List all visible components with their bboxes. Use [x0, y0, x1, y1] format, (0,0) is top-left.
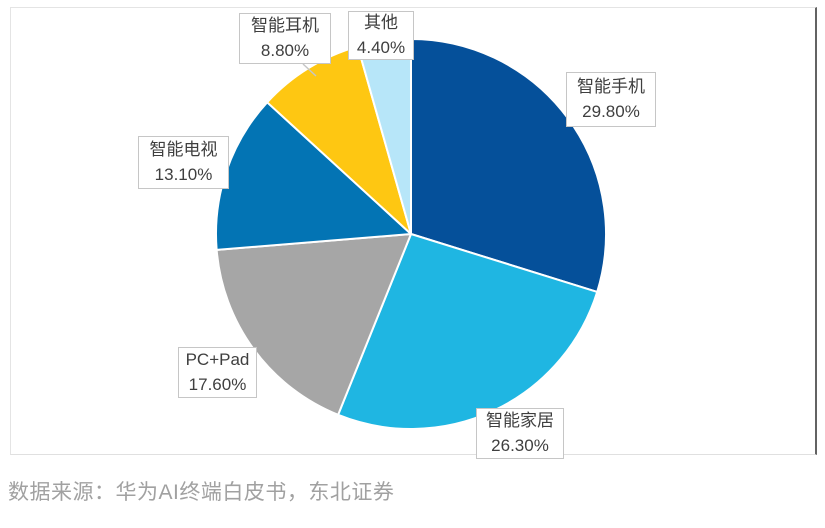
callout-other: 其他 4.40% [348, 11, 414, 60]
callout-leader-line [302, 63, 317, 77]
callout-smart-tv-value: 13.10% [154, 164, 213, 184]
pie-chart [215, 38, 607, 430]
callout-smart-home-value: 26.30% [491, 435, 549, 455]
callout-smartphone-value: 29.80% [582, 101, 640, 121]
callout-smart-earphone-value: 8.80% [260, 40, 310, 60]
callout-pc-pad-label: PC+Pad [185, 350, 250, 370]
pie-chart-frame: 智能手机 29.80% 其他 4.40% 智能耳机 8.80% 智能电视 13.… [10, 7, 817, 459]
callout-smart-tv: 智能电视 13.10% [138, 136, 229, 189]
callout-smart-tv-label: 智能电视 [149, 140, 218, 160]
callout-pc-pad: PC+Pad 17.60% [178, 347, 257, 398]
callout-smart-earphone: 智能耳机 8.80% [239, 13, 331, 64]
callout-other-value: 4.40% [356, 37, 406, 57]
callout-smart-home: 智能家居 26.30% [476, 408, 564, 459]
callout-other-label: 其他 [364, 13, 398, 33]
callout-smartphone: 智能手机 29.80% [566, 72, 656, 127]
data-source-caption: 数据来源：华为AI终端白皮书，东北证券 [8, 481, 395, 504]
callout-smart-earphone-label: 智能耳机 [251, 16, 319, 36]
callout-pc-pad-value: 17.60% [188, 374, 247, 394]
callout-smart-home-label: 智能家居 [486, 411, 554, 431]
callout-smartphone-label: 智能手机 [577, 77, 645, 97]
